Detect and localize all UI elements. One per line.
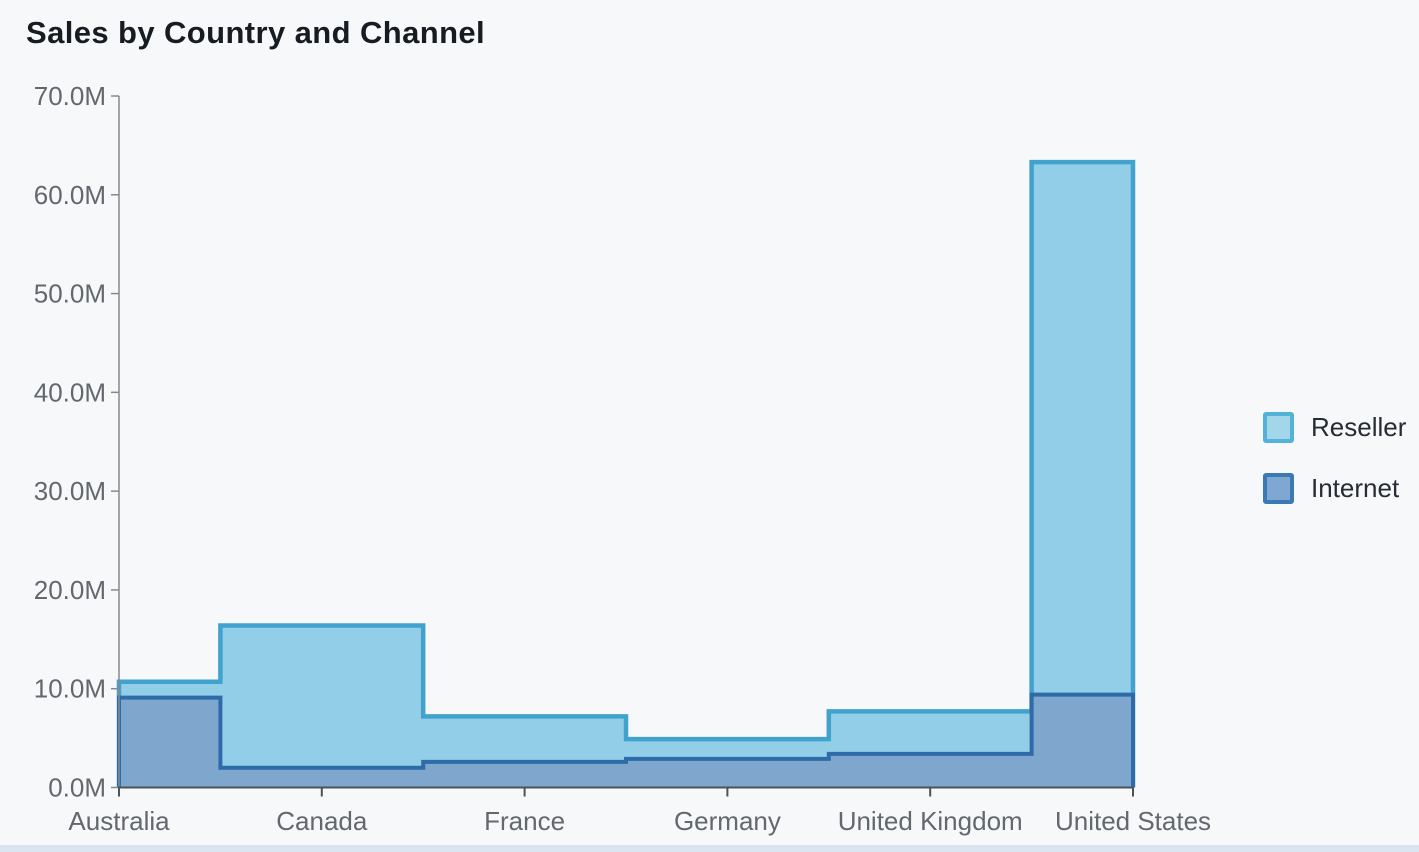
series-area-reseller[interactable] xyxy=(119,162,1133,788)
series-area-internet[interactable] xyxy=(119,694,1133,788)
internet-swatch-icon xyxy=(1263,473,1294,504)
legend-label-reseller: Reseller xyxy=(1311,412,1407,442)
y-tick-label: 20.0M xyxy=(34,575,106,605)
x-axis-label: Germany xyxy=(674,806,781,836)
x-axis-label: France xyxy=(484,806,565,836)
y-tick-label: 30.0M xyxy=(34,476,106,506)
y-tick-label: 60.0M xyxy=(34,180,106,210)
legend-item-reseller[interactable]: Reseller xyxy=(1263,412,1406,443)
legend-item-internet[interactable]: Internet xyxy=(1263,473,1406,504)
x-axis-label: United Kingdom xyxy=(838,806,1023,836)
y-tick-label: 50.0M xyxy=(34,279,106,309)
chart-title: Sales by Country and Channel xyxy=(26,15,486,50)
y-tick-label: 70.0M xyxy=(34,81,106,111)
y-tick-label: 10.0M xyxy=(34,674,106,704)
x-axis-label: United States xyxy=(1055,806,1211,836)
x-axis-label: Australia xyxy=(68,806,170,836)
series-outline-reseller xyxy=(116,159,1136,788)
y-tick-label: 0.0M xyxy=(48,773,106,803)
x-axis-label: Canada xyxy=(276,806,368,836)
reseller-swatch-icon xyxy=(1263,412,1294,443)
legend: Reseller Internet xyxy=(1263,412,1406,504)
series-outline-internet xyxy=(117,692,1135,788)
y-tick-label: 40.0M xyxy=(34,377,106,407)
bottom-edge-strip xyxy=(0,845,1419,852)
legend-label-internet: Internet xyxy=(1311,473,1400,503)
